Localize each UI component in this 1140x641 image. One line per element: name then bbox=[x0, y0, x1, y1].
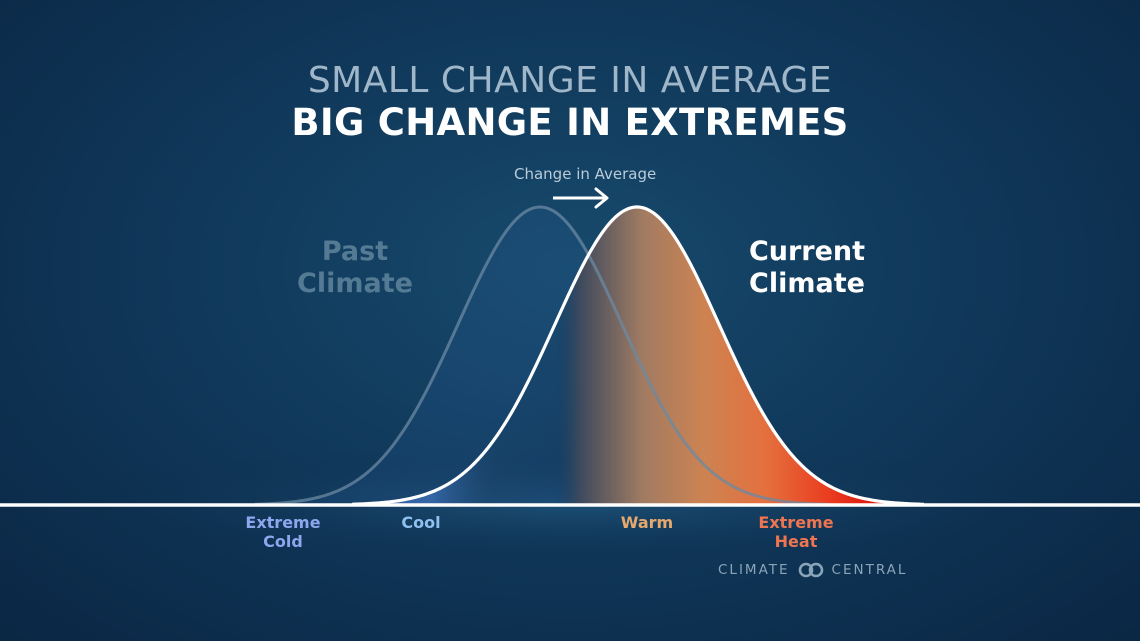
distribution-fills bbox=[255, 207, 925, 505]
change-in-average-label: Change in Average bbox=[514, 165, 657, 183]
climate-central-logo: CLIMATE CENTRAL bbox=[718, 562, 907, 578]
category-warm: Warm bbox=[620, 513, 674, 532]
past-climate-curve bbox=[254, 205, 830, 506]
change-arrow bbox=[553, 187, 609, 209]
title-line-1: SMALL CHANGE IN AVERAGE bbox=[307, 60, 833, 101]
title-line-2: BIG CHANGE IN EXTREMES bbox=[291, 101, 849, 144]
logo-word-right: CENTRAL bbox=[831, 562, 908, 578]
current-climate-label: Current Climate bbox=[748, 236, 866, 299]
past-climate-label: Past Climate bbox=[297, 236, 413, 299]
category-extreme-heat: Extreme Heat bbox=[758, 513, 834, 551]
category-extreme-cold: Extreme Cold bbox=[245, 513, 321, 551]
category-cool: Cool bbox=[401, 513, 441, 532]
logo-word-left: CLIMATE bbox=[718, 562, 790, 578]
chain-link-icon bbox=[798, 562, 823, 578]
current-climate-curve bbox=[351, 205, 925, 506]
current-climate-fill bbox=[352, 207, 925, 505]
